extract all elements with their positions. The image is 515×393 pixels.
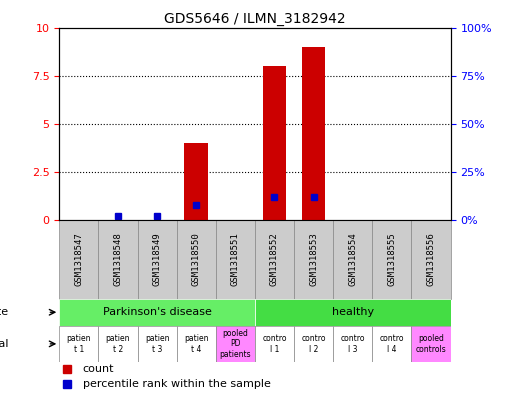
Bar [294,326,333,362]
Bar [302,47,325,220]
Title: GDS5646 / ILMN_3182942: GDS5646 / ILMN_3182942 [164,13,346,26]
Bar [216,220,255,299]
Bar [333,326,372,362]
Text: pooled
controls: pooled controls [416,334,447,354]
Text: contro
l 4: contro l 4 [380,334,404,354]
Bar [184,143,208,220]
Bar [59,299,255,326]
Bar [59,326,98,362]
Bar [177,326,216,362]
Text: GSM1318555: GSM1318555 [387,233,397,286]
Text: healthy: healthy [332,307,374,317]
Text: percentile rank within the sample: percentile rank within the sample [83,378,270,389]
Bar [98,220,138,299]
Text: contro
l 1: contro l 1 [262,334,287,354]
Text: patien
t 3: patien t 3 [145,334,169,354]
Text: Parkinson's disease: Parkinson's disease [102,307,212,317]
Bar [255,326,294,362]
Text: GSM1318556: GSM1318556 [426,233,436,286]
Text: individual: individual [0,339,8,349]
Text: GSM1318554: GSM1318554 [348,233,357,286]
Bar [138,220,177,299]
Bar [263,66,286,220]
Text: disease state: disease state [0,307,8,317]
Text: GSM1318551: GSM1318551 [231,233,240,286]
Text: patien
t 4: patien t 4 [184,334,209,354]
Text: GSM1318549: GSM1318549 [152,233,162,286]
Bar [255,220,294,299]
Text: GSM1318553: GSM1318553 [309,233,318,286]
Text: patien
t 1: patien t 1 [66,334,91,354]
Text: GSM1318550: GSM1318550 [192,233,201,286]
Bar [333,220,372,299]
Bar [411,220,451,299]
Text: count: count [83,364,114,374]
Text: GSM1318548: GSM1318548 [113,233,123,286]
Bar [372,220,411,299]
Bar [59,220,98,299]
Bar [216,326,255,362]
Text: contro
l 2: contro l 2 [301,334,326,354]
Text: GSM1318547: GSM1318547 [74,233,83,286]
Bar [177,220,216,299]
Text: pooled
PD
patients: pooled PD patients [219,329,251,359]
Bar [255,299,451,326]
Bar [294,220,333,299]
Bar [98,326,138,362]
Text: GSM1318552: GSM1318552 [270,233,279,286]
Text: patien
t 2: patien t 2 [106,334,130,354]
Bar [138,326,177,362]
Text: contro
l 3: contro l 3 [340,334,365,354]
Bar [372,326,411,362]
Bar [411,326,451,362]
